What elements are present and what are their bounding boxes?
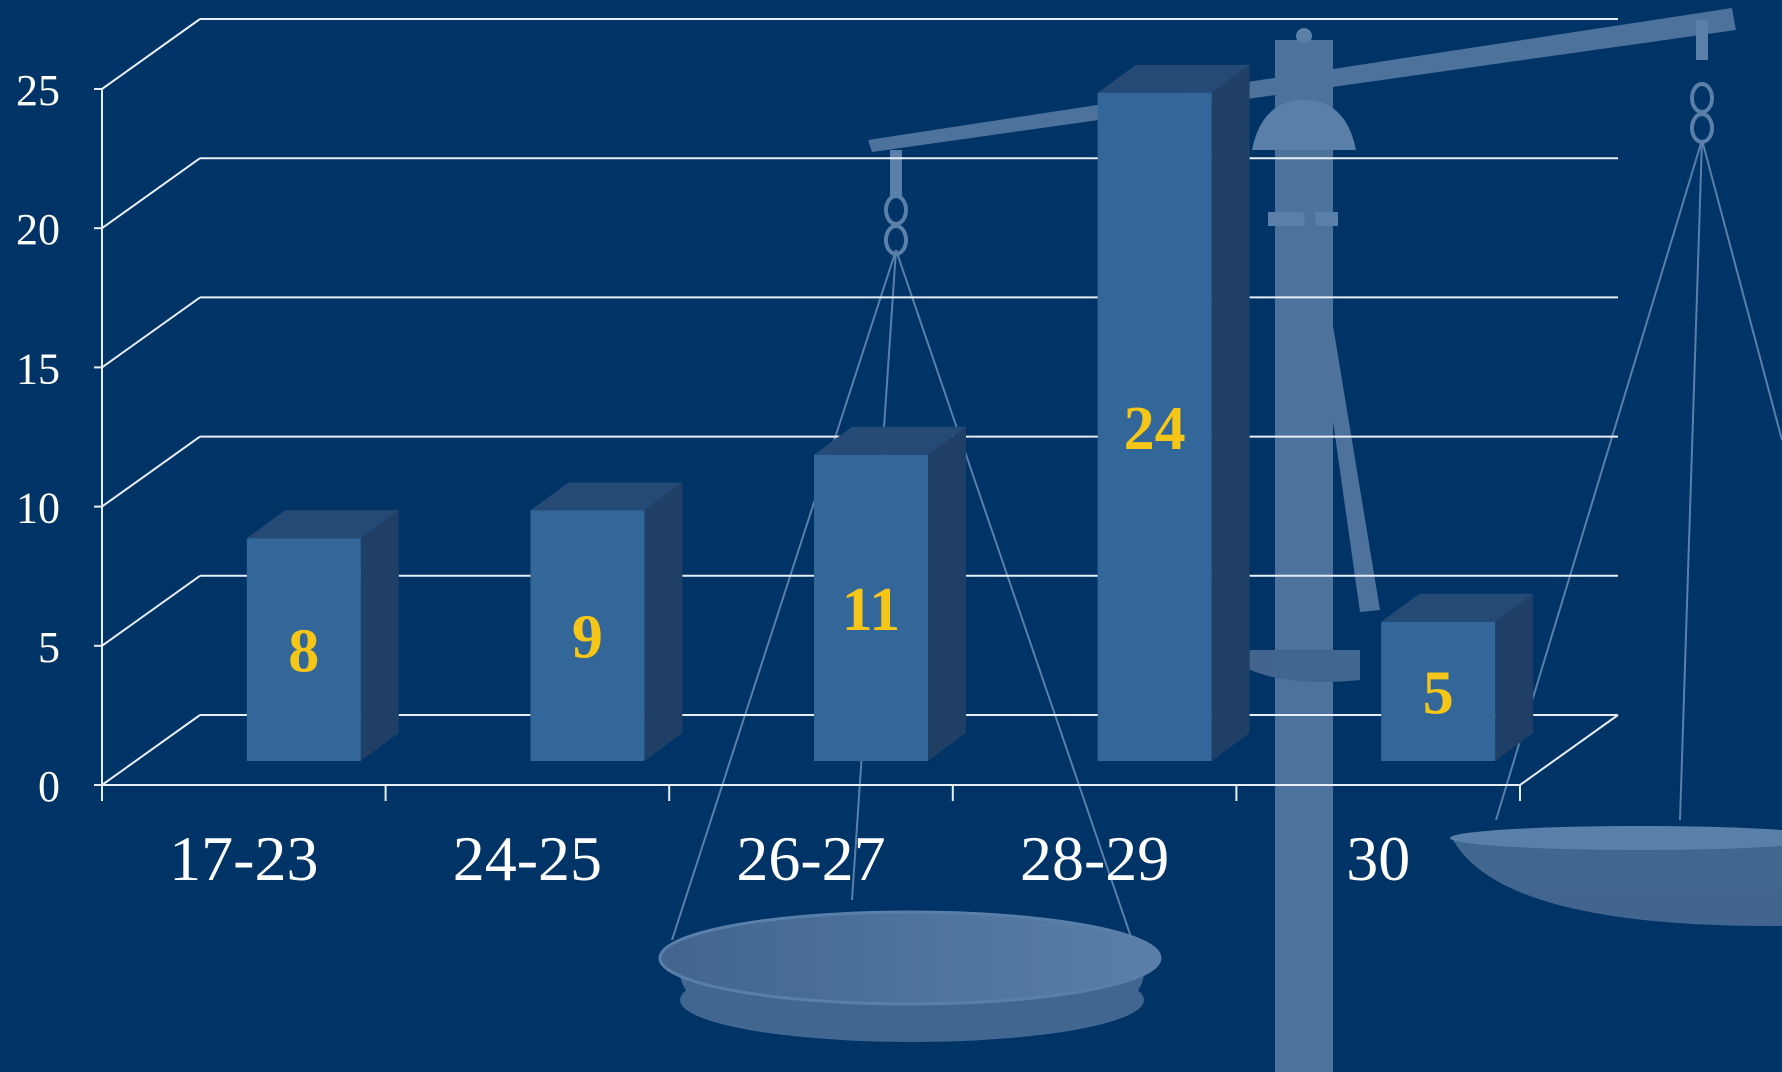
bar-side [1495, 593, 1534, 761]
bar-top [1381, 593, 1534, 622]
bar [1097, 92, 1212, 762]
y-tick-label: 20 [16, 205, 60, 254]
x-category-label: 26-27 [736, 823, 885, 894]
gridline-side [101, 435, 201, 508]
y-tick-label: 0 [38, 762, 60, 811]
bar-top [530, 482, 683, 511]
bar-side [1211, 64, 1250, 762]
floor-edge [1519, 714, 1619, 786]
x-category-label: 24-25 [453, 823, 602, 894]
data-label: 5 [1423, 659, 1454, 727]
bar [530, 510, 645, 761]
data-label: 8 [288, 618, 319, 686]
bar-top [246, 510, 399, 539]
bar-top [1097, 64, 1250, 93]
gridline-side [101, 157, 201, 230]
gridline-side [101, 296, 201, 369]
y-tick-label: 25 [16, 66, 60, 115]
bar [246, 538, 361, 761]
gridline-side [101, 714, 201, 786]
x-category-label: 28-29 [1020, 823, 1169, 894]
x-axis-labels: 17-23 24-25 26-27 28-29 30 [101, 785, 1521, 894]
x-category-label: 30 [1346, 823, 1410, 894]
data-label: 24 [1124, 395, 1186, 463]
bar [814, 454, 928, 761]
data-label: 11 [842, 576, 901, 644]
gridline-side [101, 574, 201, 647]
y-tick-label: 15 [16, 344, 60, 393]
y-tick-label: 5 [38, 623, 60, 672]
scales-of-justice-icon [658, 8, 1782, 1072]
bar-top [814, 426, 966, 455]
y-tick-label: 10 [16, 484, 60, 533]
bar [1381, 621, 1496, 761]
gridline-side [101, 18, 201, 90]
bar-side [644, 482, 683, 761]
bar-side [360, 510, 399, 761]
y-axis-ticks: 0 5 10 15 20 25 [16, 66, 60, 811]
chart-bars: 8 9 11 24 5 [246, 64, 1534, 762]
data-label: 9 [572, 604, 603, 672]
bar-side [928, 426, 966, 761]
x-category-label: 17-23 [169, 823, 318, 894]
